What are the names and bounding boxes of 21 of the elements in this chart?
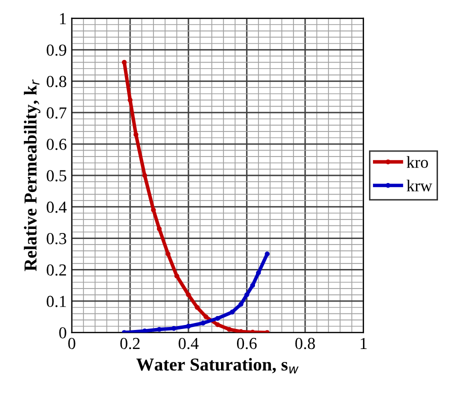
x-tick-label: 0.6 [237,338,257,350]
y-tick-label: 0.4 [46,202,67,213]
y-axis-title: Relative Permeability, k$_{r}$ [24,79,40,272]
legend-label: krw [406,180,432,192]
y-tick-label: 0.8 [46,76,66,88]
x-axis-title: Water Saturation, s$_{w}$ [136,358,299,374]
y-tick-label: 0.2 [46,264,66,276]
y-tick-label: 0.5 [46,170,66,182]
x-tick-label: 0 [68,338,76,350]
y-tick-label: 0.6 [46,138,66,150]
legend-label: kro [406,156,428,168]
y-tick-label: 0 [59,327,66,338]
y-tick-label: 0.9 [46,44,66,56]
y-tick-label: 0.7 [46,107,66,119]
x-tick-label: 1 [360,338,367,349]
x-tick-label: 0.2 [120,338,140,350]
x-tick-label: 0.4 [178,338,199,350]
x-tick-label: 0.8 [295,338,315,350]
y-tick-label: 0.3 [46,232,66,244]
y-tick-label: 1 [60,13,66,24]
y-tick-label: 0.1 [46,296,66,308]
